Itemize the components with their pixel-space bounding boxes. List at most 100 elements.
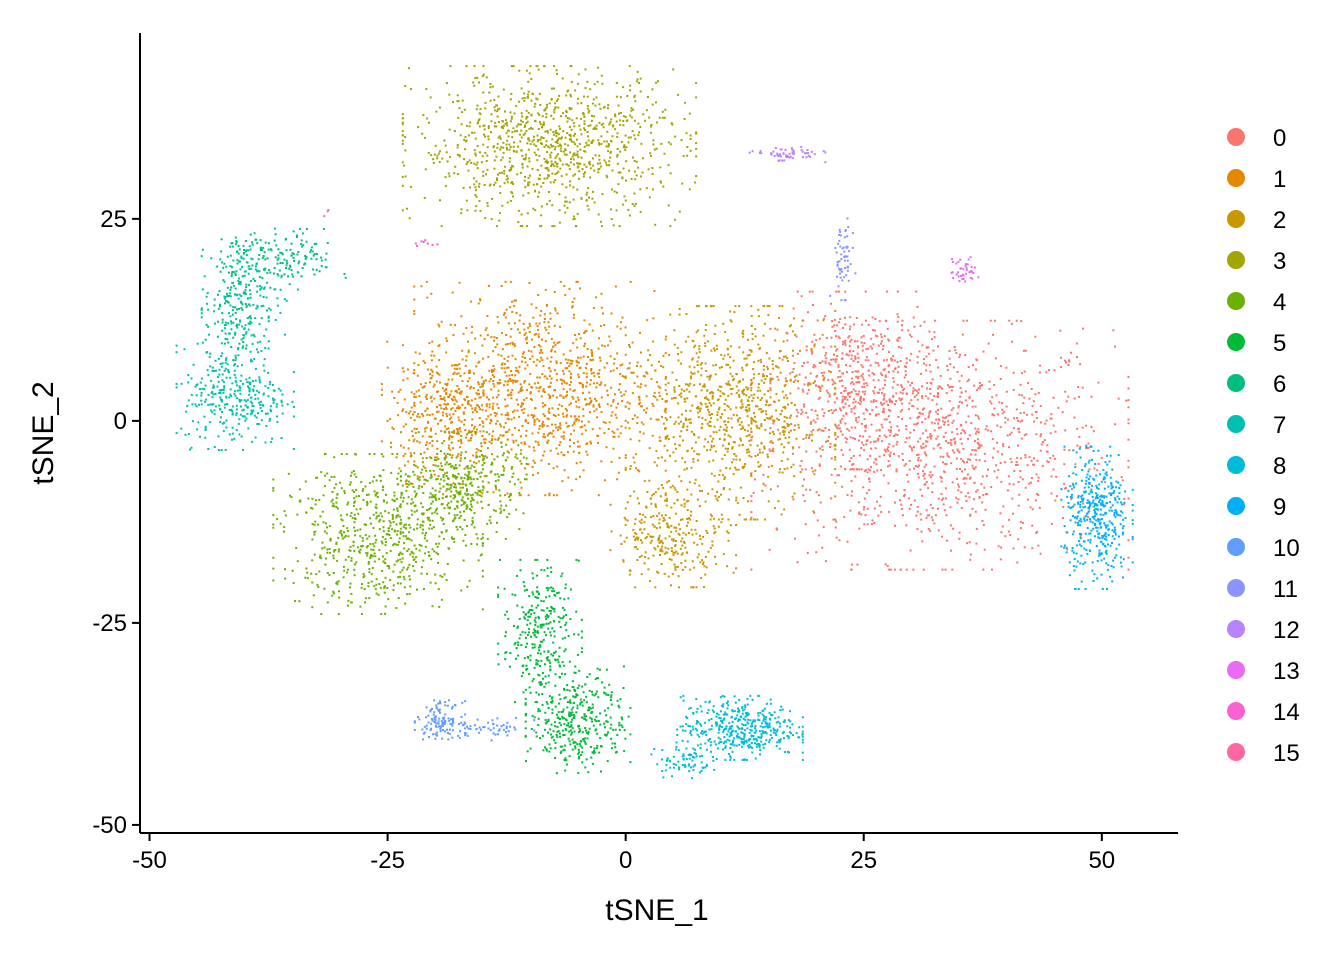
data-point	[911, 404, 914, 407]
data-point	[619, 123, 622, 126]
data-point	[848, 335, 851, 338]
data-point	[579, 128, 582, 131]
data-point	[477, 121, 480, 124]
data-point	[762, 368, 765, 371]
data-point	[522, 351, 525, 354]
data-point	[518, 133, 521, 136]
data-point	[679, 435, 682, 438]
data-point	[844, 290, 847, 293]
data-point	[652, 317, 655, 320]
data-point	[533, 105, 536, 108]
data-point	[576, 364, 579, 367]
data-point	[391, 528, 394, 531]
data-point	[873, 507, 876, 510]
data-point	[718, 366, 721, 369]
data-point	[889, 455, 891, 458]
data-point	[647, 557, 650, 560]
data-point	[535, 97, 538, 100]
data-point	[411, 482, 414, 485]
data-point	[670, 530, 673, 533]
data-point	[545, 116, 548, 119]
data-point	[544, 340, 547, 343]
data-point	[540, 143, 543, 145]
data-point	[803, 403, 806, 406]
data-point	[769, 389, 772, 392]
data-point	[805, 434, 808, 436]
data-point	[478, 494, 481, 497]
data-point	[509, 168, 512, 171]
data-point	[652, 404, 655, 407]
data-point	[611, 124, 614, 127]
data-point	[526, 165, 529, 168]
data-point	[929, 471, 932, 474]
data-point	[591, 428, 594, 431]
data-point	[816, 417, 819, 420]
data-point	[505, 374, 508, 377]
data-point	[816, 429, 819, 432]
data-point	[551, 394, 554, 397]
data-point	[846, 371, 848, 374]
data-point	[731, 461, 734, 464]
data-point	[665, 393, 668, 395]
data-point	[639, 331, 641, 334]
data-point	[448, 418, 451, 421]
data-point	[461, 482, 464, 485]
data-point	[513, 141, 515, 144]
data-point	[751, 435, 754, 438]
data-point	[790, 401, 793, 404]
data-point	[500, 425, 503, 428]
data-point	[680, 480, 683, 483]
data-point	[974, 368, 977, 371]
data-point	[555, 447, 558, 450]
data-point	[521, 360, 523, 363]
data-point	[513, 305, 516, 308]
data-point	[996, 441, 999, 444]
data-point	[474, 137, 477, 140]
data-point	[435, 371, 438, 374]
data-point	[471, 325, 474, 328]
data-point	[370, 580, 373, 583]
data-point	[622, 167, 625, 170]
data-point	[585, 199, 588, 202]
data-point	[1047, 461, 1050, 463]
data-point	[683, 389, 686, 392]
data-point	[766, 453, 769, 456]
data-point	[625, 160, 628, 163]
data-point	[1079, 363, 1082, 366]
data-point	[1040, 421, 1042, 424]
data-point	[464, 148, 466, 151]
data-point	[512, 343, 515, 346]
data-point	[693, 433, 695, 435]
data-point	[897, 365, 900, 368]
data-point	[1033, 463, 1035, 466]
data-point	[640, 573, 643, 576]
data-point	[520, 441, 523, 444]
data-point	[821, 384, 824, 387]
data-point	[958, 380, 961, 383]
data-point	[704, 573, 707, 576]
data-point	[515, 105, 518, 107]
data-point	[469, 186, 471, 189]
data-point	[714, 450, 717, 453]
data-point	[437, 422, 439, 425]
data-point	[496, 438, 499, 441]
data-point	[991, 437, 994, 440]
data-point	[444, 144, 447, 147]
data-point	[681, 568, 684, 571]
data-point	[943, 470, 945, 473]
data-point	[624, 334, 627, 337]
data-point	[767, 404, 770, 407]
data-point	[570, 81, 573, 84]
data-point	[699, 402, 702, 405]
data-point	[611, 430, 614, 433]
data-point	[504, 119, 507, 122]
data-point	[855, 417, 858, 419]
data-point	[491, 197, 494, 200]
data-point	[928, 412, 931, 415]
data-point	[1045, 371, 1048, 374]
data-point	[1021, 419, 1024, 422]
data-point	[600, 306, 603, 309]
data-point	[810, 421, 813, 424]
data-point	[701, 542, 704, 545]
data-point	[490, 113, 493, 116]
